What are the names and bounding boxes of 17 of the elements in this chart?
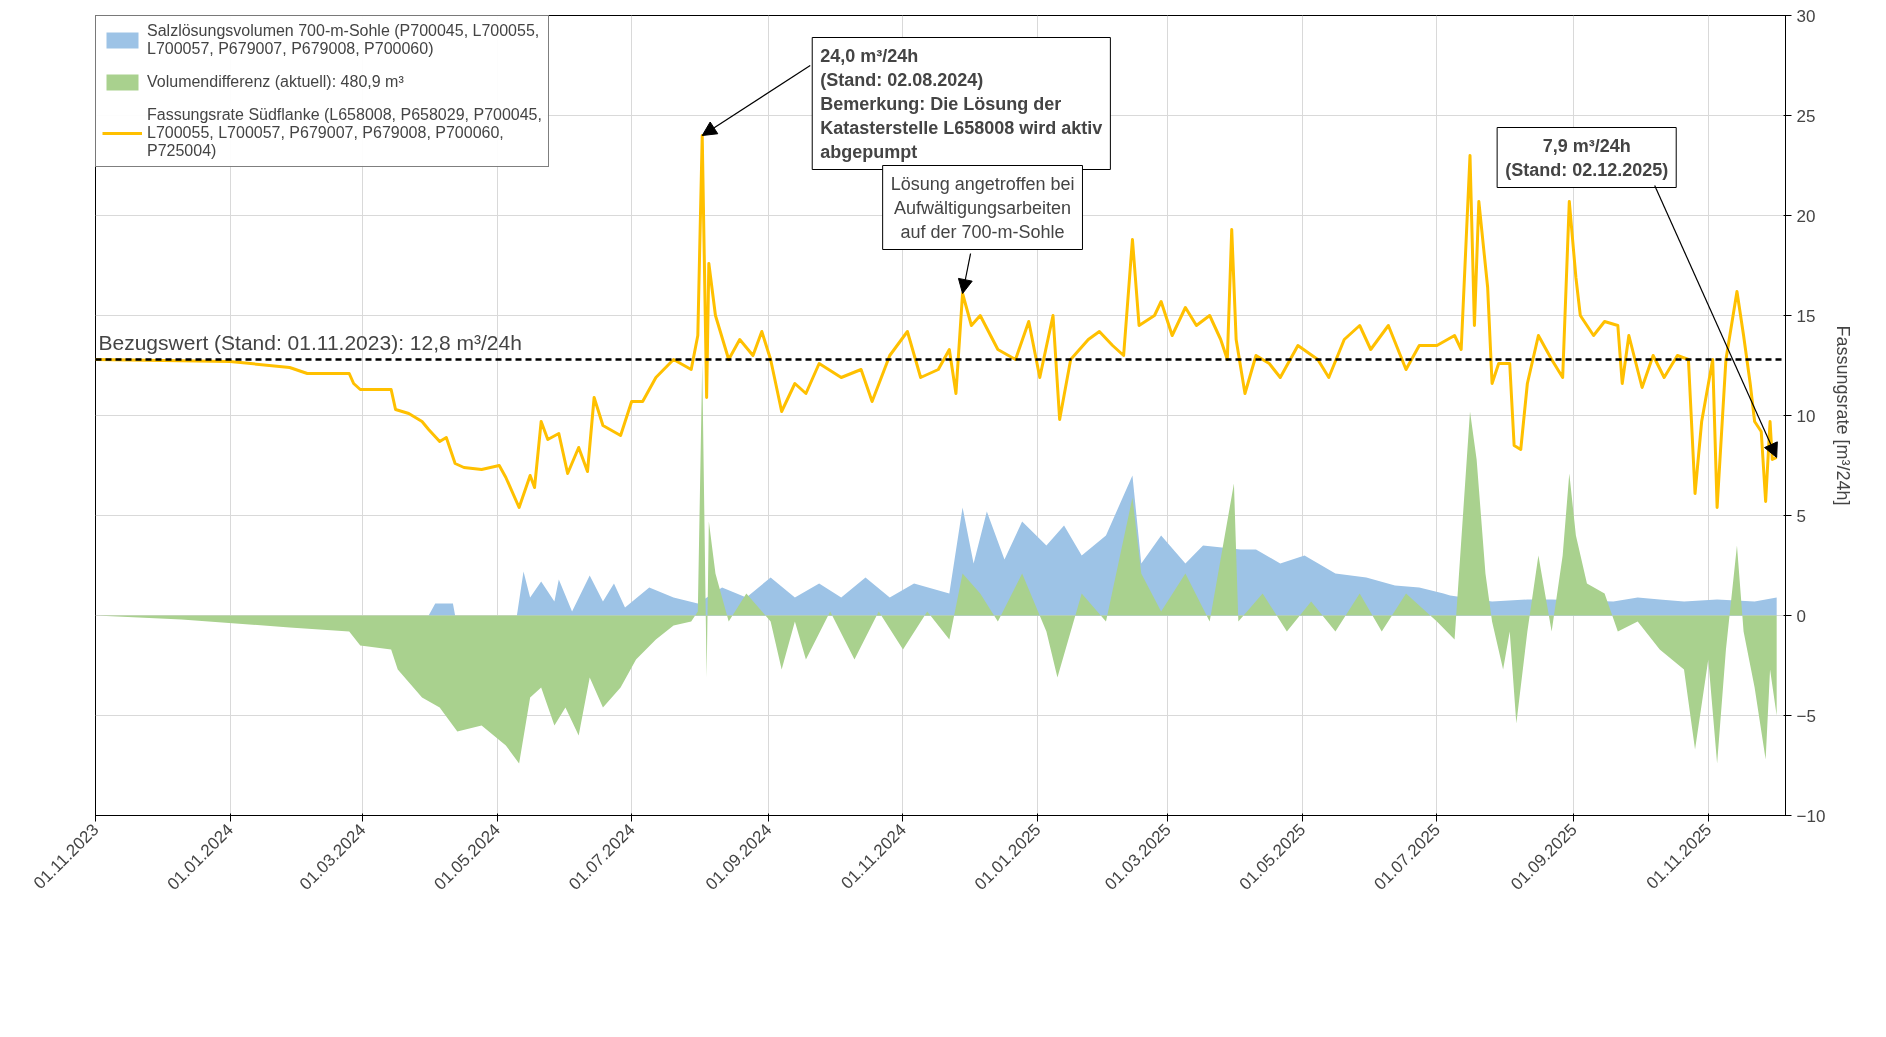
annotation: 24,0 m³/24h (Stand: 02.08.2024) Bemerkung: Die Lösung der Katasterstelle L658008 wird aktiv abgepumpt [820, 45, 1103, 162]
y-tick-label: 5 [1796, 506, 1806, 526]
annotation: 7,9 m³/24h (Stand: 02.12.2025) [1505, 135, 1669, 180]
y-tick-label: 15 [1796, 306, 1816, 326]
annotation: Lösung angetroffen bei Aufwältigungsarbeiten auf der 700-m-Sohle [890, 173, 1075, 242]
y-tick-label: −10 [1796, 806, 1826, 826]
y-tick-label: 0 [1796, 606, 1806, 626]
legend-label: Fassungsrate Südflanke (L658008, P658029, P700045, L700055, L700057, P679007, P679008, P700060, P725004) [147, 106, 542, 160]
y-tick-label: 25 [1796, 106, 1816, 126]
y-tick-label: −5 [1796, 706, 1816, 726]
y-tick-label: 20 [1796, 206, 1816, 226]
y-tick-label: 10 [1796, 406, 1816, 426]
y-tick-label: 30 [1796, 6, 1816, 26]
y-axis-title: Fassungsrate [m³/24h] [1833, 325, 1854, 506]
ref-line-label: Bezugswert (Stand: 01.11.2023): 12,8 m³/24h [98, 330, 522, 354]
legend-label: Salzlösungsvolumen 700-m-Sohle (P700045, L700055, L700057, P679007, P679008, P700060) [147, 22, 540, 58]
legend-label: Volumendifferenz (aktuell): 480,9 m³ [147, 72, 404, 92]
